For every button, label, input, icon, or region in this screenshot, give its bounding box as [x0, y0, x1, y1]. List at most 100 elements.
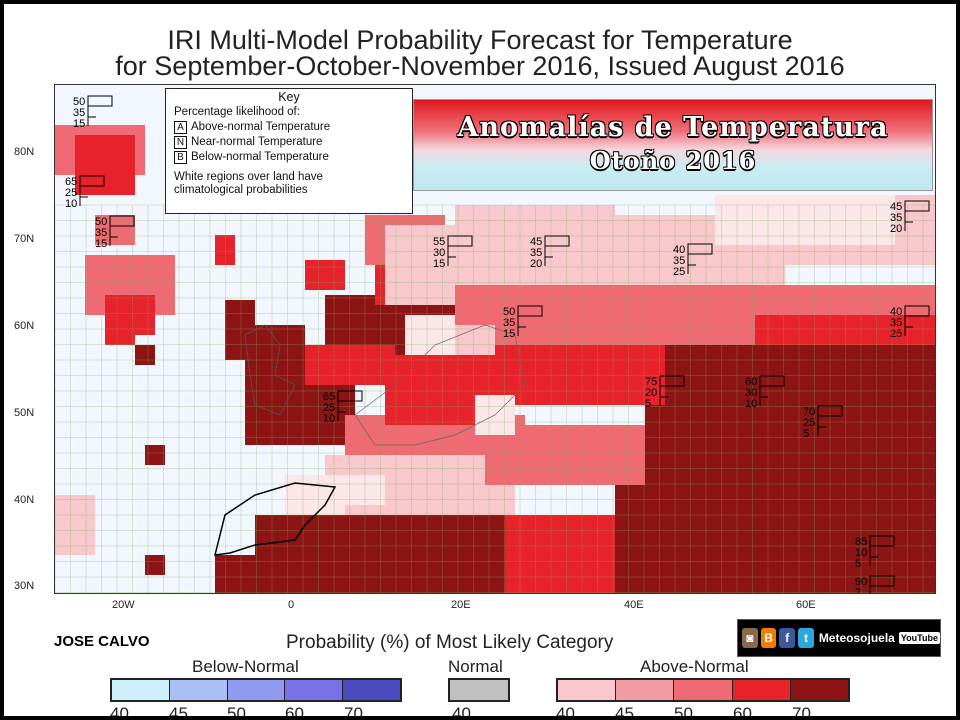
- facebook-icon[interactable]: f: [779, 628, 796, 648]
- annotation-bar: [759, 375, 785, 406]
- annotation-bar: [79, 175, 105, 206]
- annotation-value: 15: [95, 238, 107, 250]
- lat-label-60n: 60N: [14, 320, 35, 332]
- annotation-value: 50: [73, 96, 85, 108]
- legend-subtitle: Probability (%) of Most Likely Category: [286, 632, 614, 653]
- legend-tick-label: 70: [792, 704, 811, 716]
- legend-swatch: [790, 680, 849, 700]
- annotation-bar: [447, 235, 473, 266]
- forecast-region: [455, 205, 615, 275]
- forecast-region: [615, 485, 715, 593]
- annotation-value: 50: [503, 306, 515, 318]
- legend-above-label: Above-Normal: [640, 657, 749, 676]
- legend-tick-label: 40: [452, 704, 471, 716]
- annotation-value: 50: [95, 216, 107, 228]
- annotation-value: 5: [803, 428, 809, 440]
- annotation-value: 85: [855, 536, 867, 548]
- key-label-above: Above-normal Temperature: [191, 121, 331, 133]
- annotation-bar: [817, 405, 843, 436]
- annotation-value: 20: [645, 387, 657, 399]
- annotation-bar: [869, 535, 895, 566]
- lat-label-30n: 30N: [14, 580, 35, 592]
- annotation-value: 30: [745, 387, 757, 399]
- forecast-region: [215, 235, 235, 265]
- annotation-value: 70: [803, 406, 815, 418]
- annotation-value: 5: [855, 558, 861, 570]
- forecast-region: [135, 345, 155, 365]
- annotation-value: 25: [890, 328, 902, 340]
- lat-label-70n: 70N: [14, 233, 35, 245]
- legend-swatch: [227, 680, 286, 700]
- social-badge[interactable]: ◙ B f t Meteosojuela YouTube: [737, 619, 941, 657]
- probability-annotation: 9073: [855, 575, 895, 593]
- lon-label-40e: 40E: [624, 599, 644, 611]
- forecast-region: [75, 135, 135, 195]
- annotation-value: 35: [890, 317, 902, 329]
- annotation-bar: [687, 243, 713, 274]
- legend-below-bar: [110, 678, 402, 702]
- key-item-near: N Near-normal Temperature: [166, 135, 412, 150]
- annotation-value: 60: [745, 376, 757, 388]
- youtube-icon[interactable]: YouTube: [898, 632, 941, 644]
- legend-tick-label: 50: [227, 704, 246, 716]
- annotation-value: 25: [803, 417, 815, 429]
- social-handle: Meteosojuela: [818, 631, 895, 645]
- forecast-region: [305, 345, 395, 385]
- forecast-region: [305, 260, 345, 290]
- lon-label-0: 0: [288, 599, 295, 611]
- annotation-value: 20: [890, 223, 902, 235]
- key-intro: Percentage likelihood of:: [174, 106, 300, 118]
- blogger-icon[interactable]: B: [760, 628, 777, 648]
- annotation-bar: [517, 305, 543, 336]
- legend-tick-label: 60: [733, 704, 752, 716]
- legend-normal-bar: [448, 678, 510, 702]
- annotation-value: 65: [323, 391, 335, 403]
- legend-normal-label: Normal: [448, 657, 503, 676]
- annotation-value: 35: [890, 212, 902, 224]
- forecast-map: 50 35 15 65 25 10 50 35 15 55 30 15 45 35 20 40 35 25 45 35…: [54, 84, 936, 594]
- annotation-value: 75: [645, 376, 657, 388]
- forecast-region: [145, 555, 165, 575]
- annotation-value: 10: [65, 198, 77, 210]
- author-credit: JOSE CALVO: [54, 633, 150, 650]
- annotation-value: 25: [673, 266, 685, 278]
- annotation-bar: [904, 305, 930, 336]
- annotation-bar: [904, 200, 930, 231]
- twitter-icon[interactable]: t: [798, 628, 814, 648]
- key-letter-b: B: [174, 151, 187, 164]
- annotation-value: 35: [530, 247, 542, 259]
- key-title: Key: [278, 90, 300, 104]
- annotation-value: 25: [65, 187, 77, 199]
- lat-label-80n: 80N: [14, 146, 35, 158]
- legend-tick-label: 60: [285, 704, 304, 716]
- annotation-bar: [337, 390, 363, 421]
- annotation-value: 10: [745, 398, 757, 410]
- key-label-near: Near-normal Temperature: [191, 136, 323, 148]
- instagram-icon[interactable]: ◙: [742, 628, 758, 648]
- legend-swatch: [169, 680, 228, 700]
- legend-tick-label: 45: [169, 704, 188, 716]
- legend-swatch: [343, 680, 400, 700]
- map-key: Key Percentage likelihood of: A Above-nor…: [165, 88, 413, 214]
- climatology-region: [325, 475, 385, 505]
- annotation-value: 15: [433, 258, 445, 270]
- legend-swatch: [732, 680, 791, 700]
- legend-below-label: Below-Normal: [192, 657, 299, 676]
- annotation-value: 35: [673, 255, 685, 267]
- legend-tick-label: 40: [110, 704, 129, 716]
- annotation-value: 45: [890, 201, 902, 213]
- legend-tick-label: 70: [344, 704, 363, 716]
- annotation-value: 45: [530, 236, 542, 248]
- legend-swatch: [285, 680, 344, 700]
- legend-tick-label: 45: [615, 704, 634, 716]
